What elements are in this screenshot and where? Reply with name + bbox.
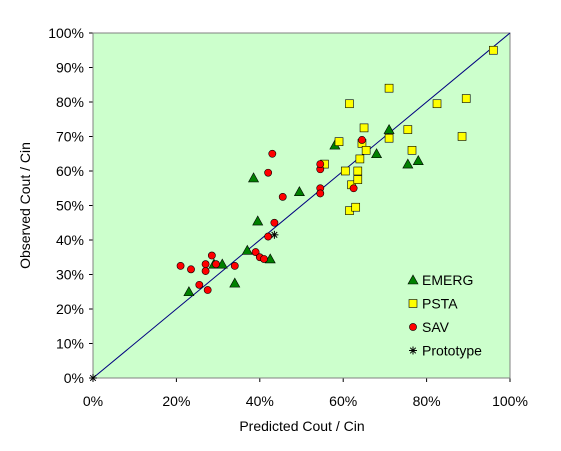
legend-prototype-label: Prototype xyxy=(422,343,482,359)
sav-point xyxy=(251,248,260,256)
x-tick-label: 40% xyxy=(246,393,274,409)
y-tick-label: 50% xyxy=(56,198,84,214)
x-axis-title: Predicted Cout / Cin xyxy=(239,418,364,434)
psta-point xyxy=(457,132,467,141)
sav-point xyxy=(187,265,195,274)
emerg-point xyxy=(402,158,414,169)
sav-point xyxy=(264,232,273,241)
legend: EMERG PSTA SAV Prototype xyxy=(407,272,482,359)
emerg-point xyxy=(183,286,195,297)
psta-point xyxy=(384,133,394,143)
sav-point xyxy=(316,160,325,168)
legend-sav-marker xyxy=(409,323,417,331)
y-tick-label: 80% xyxy=(56,94,84,110)
legend-psta-label: PSTA xyxy=(422,296,458,312)
legend-sav-label: SAV xyxy=(422,319,450,335)
one-to-one-reference-line xyxy=(92,32,511,379)
sav-point xyxy=(201,260,210,269)
sav-point xyxy=(264,168,273,177)
emerg-point xyxy=(412,155,424,165)
emerg-point xyxy=(248,172,260,183)
sav-point xyxy=(230,261,239,270)
legend-psta-marker xyxy=(408,299,418,308)
y-tick-label: 10% xyxy=(56,336,84,352)
y-tick-label: 60% xyxy=(56,163,84,179)
sav-point xyxy=(176,261,185,270)
x-tick-label: 100% xyxy=(492,393,528,409)
y-axis-title: Observed Cout / Cin xyxy=(17,142,33,269)
y-tick-label: 20% xyxy=(56,301,84,317)
psta-point xyxy=(461,94,471,103)
legend-prototype-marker xyxy=(409,346,417,355)
psta-point xyxy=(353,166,363,176)
sav-point xyxy=(278,192,287,201)
x-tick-label: 0% xyxy=(83,393,103,409)
sav-point xyxy=(212,260,220,269)
psta-point xyxy=(359,123,369,133)
x-tick-label: 20% xyxy=(162,393,190,409)
y-tick-label: 90% xyxy=(56,60,84,76)
sav-point xyxy=(316,189,325,198)
psta-point xyxy=(384,83,394,93)
y-tick-label: 30% xyxy=(56,267,84,283)
sav-point xyxy=(195,280,204,289)
psta-point xyxy=(351,202,361,212)
sav-point xyxy=(260,255,268,263)
emerg-point xyxy=(293,186,305,196)
legend-emerg-marker xyxy=(407,274,419,285)
emerg-point xyxy=(241,244,253,255)
legend-emerg-label: EMERG xyxy=(422,272,473,288)
psta-point xyxy=(361,146,371,155)
sav-point xyxy=(268,149,277,158)
psta-point xyxy=(489,45,498,55)
x-tick-label: 80% xyxy=(413,393,441,409)
sav-point xyxy=(207,251,216,260)
prototype-point xyxy=(270,230,279,239)
psta-point xyxy=(334,137,344,146)
psta-point xyxy=(407,146,417,155)
emerg-point xyxy=(383,123,395,134)
psta-point xyxy=(355,154,365,164)
tick-layer: 0% 20% 40% 60% 80% 100% 0% 10% 20% 30% 40% 50% 60% 70… xyxy=(48,25,528,409)
psta-point xyxy=(432,99,442,109)
emerg-point xyxy=(252,215,264,226)
y-tick-label: 70% xyxy=(56,129,84,145)
psta-point xyxy=(403,125,413,134)
psta-point xyxy=(345,99,354,109)
y-tick-label: 100% xyxy=(48,25,84,41)
x-tick-label: 60% xyxy=(329,393,357,409)
y-tick-label: 40% xyxy=(56,232,84,248)
sav-point xyxy=(201,267,210,275)
psta-point xyxy=(353,175,363,184)
emerg-point xyxy=(229,277,241,288)
sav-point xyxy=(203,286,212,294)
y-tick-label: 0% xyxy=(64,370,84,386)
prototype-point xyxy=(89,374,97,382)
sav-point xyxy=(270,218,279,227)
emerg-point xyxy=(371,148,383,159)
psta-point xyxy=(340,166,350,176)
sav-point xyxy=(349,184,358,193)
sav-point xyxy=(358,136,366,144)
data-points xyxy=(89,45,498,382)
